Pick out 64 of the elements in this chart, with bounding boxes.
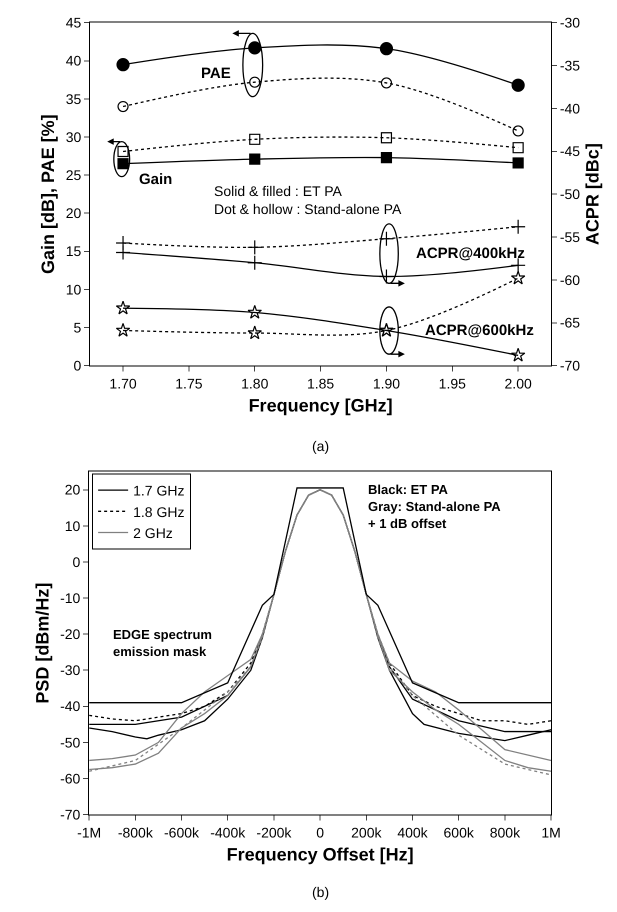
y-tick-label: -70 [60, 806, 81, 822]
y-tick-label: 0 [74, 358, 82, 374]
y-tick-label: -30 [60, 662, 81, 678]
annotation: Gain [139, 171, 172, 188]
x-tick-label: 1.90 [372, 375, 400, 392]
x-tick-label: 600k [444, 824, 475, 840]
y2-tick-label: -50 [560, 186, 580, 202]
legend-label: 1.8 GHz [133, 504, 184, 520]
y-axis-title: PSD [dBm/Hz] [32, 582, 52, 704]
y-tick-label: 10 [64, 518, 81, 534]
x-tick-label: 1.95 [438, 375, 466, 392]
x-tick-label: 800k [490, 824, 522, 840]
y2-tick-label: -55 [560, 228, 580, 245]
y-tick-label: -40 [60, 698, 81, 714]
y-tick-label: 10 [66, 281, 82, 298]
y-tick-label: 0 [72, 554, 81, 570]
y-tick-label: 20 [64, 482, 81, 498]
x-tick-label: 0 [316, 824, 324, 840]
x-tick-label: 1M [541, 824, 561, 840]
annotation: Black: ET PA Gray: Stand-alone PA + 1 dB offset [368, 482, 502, 531]
y2-axis-title: ACPR [dBc] [582, 143, 602, 246]
y2-tick-label: -65 [560, 314, 580, 331]
x-tick-label: 1.70 [109, 375, 137, 392]
legend-label: 2 GHz [133, 524, 173, 541]
x-tick-label: 2.00 [504, 375, 532, 392]
x-tick-label: -200k [256, 824, 292, 840]
y-tick-label: 20 [66, 205, 82, 222]
y-tick-label: 40 [66, 52, 82, 69]
x-tick-label: -600k [164, 824, 200, 840]
x-tick-label: -400k [210, 824, 246, 840]
y-tick-label: -50 [60, 734, 81, 750]
y-tick-label: 30 [66, 128, 82, 145]
x-tick-label: 400k [397, 824, 429, 840]
x-tick-label: 200k [351, 824, 382, 840]
y2-tick-label: -70 [560, 358, 580, 374]
annotation: Solid & filled : ET PA Dot & hollow : Stand-alone PA [214, 183, 402, 218]
y2-tick-label: -40 [560, 100, 580, 116]
y2-tick-label: -45 [560, 143, 580, 160]
text: (b) [312, 884, 330, 900]
x-tick-label: 1.85 [306, 375, 334, 392]
annotation: PAE [201, 65, 231, 82]
text: (a) [312, 438, 330, 454]
y2-tick-label: -35 [560, 57, 580, 74]
y-tick-label: -20 [60, 626, 81, 642]
x-axis-title: Frequency Offset [Hz] [226, 844, 414, 864]
x-tick-label: 1.80 [241, 375, 269, 392]
y-tick-label: 5 [74, 319, 82, 336]
x-tick-label: -800k [118, 824, 154, 840]
legend-label: 1.7 GHz [133, 482, 184, 499]
y-tick-label: 35 [66, 90, 82, 107]
y-tick-label: -10 [60, 590, 81, 606]
y-tick-label: 45 [66, 14, 82, 31]
y-axis-title: Gain [dB], PAE [%] [38, 114, 58, 274]
annotation: EDGE spectrum emission mask [113, 627, 212, 659]
y2-tick-label: -60 [560, 272, 580, 288]
x-axis-title: Frequency [GHz] [248, 396, 393, 416]
annotation: ACPR@600kHz [425, 322, 534, 339]
y-tick-label: 25 [66, 167, 82, 184]
y-tick-label: 15 [66, 243, 82, 260]
y-tick-label: -60 [60, 770, 81, 786]
x-tick-label: -1M [77, 824, 102, 840]
x-tick-label: 1.75 [175, 375, 203, 392]
annotation: ACPR@400kHz [416, 245, 525, 262]
y2-tick-label: -30 [560, 14, 580, 31]
